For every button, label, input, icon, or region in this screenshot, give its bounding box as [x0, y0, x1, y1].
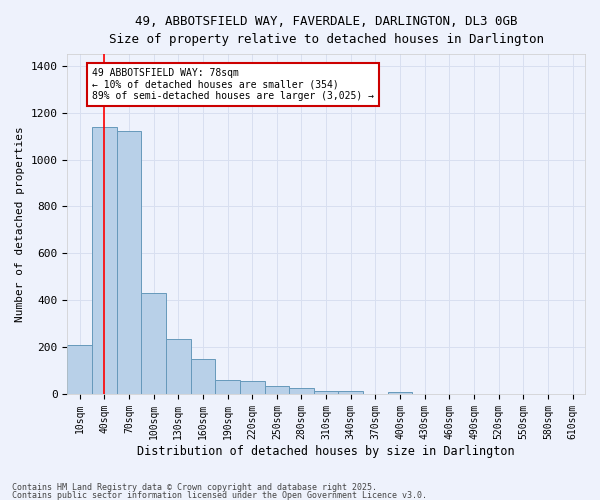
Bar [289, 388, 314, 394]
Bar [240, 381, 265, 394]
Bar [191, 359, 215, 394]
Bar [314, 391, 338, 394]
Bar [338, 391, 363, 394]
Title: 49, ABBOTSFIELD WAY, FAVERDALE, DARLINGTON, DL3 0GB
Size of property relative to: 49, ABBOTSFIELD WAY, FAVERDALE, DARLINGT… [109, 15, 544, 46]
Bar [166, 339, 191, 394]
X-axis label: Distribution of detached houses by size in Darlington: Distribution of detached houses by size … [137, 444, 515, 458]
Text: Contains public sector information licensed under the Open Government Licence v3: Contains public sector information licen… [12, 490, 427, 500]
Y-axis label: Number of detached properties: Number of detached properties [15, 126, 25, 322]
Bar [141, 293, 166, 394]
Bar [265, 386, 289, 394]
Text: 49 ABBOTSFIELD WAY: 78sqm
← 10% of detached houses are smaller (354)
89% of semi: 49 ABBOTSFIELD WAY: 78sqm ← 10% of detac… [92, 68, 374, 102]
Bar [215, 380, 240, 394]
Bar [67, 345, 92, 394]
Bar [92, 127, 116, 394]
Text: Contains HM Land Registry data © Crown copyright and database right 2025.: Contains HM Land Registry data © Crown c… [12, 484, 377, 492]
Bar [388, 392, 412, 394]
Bar [116, 132, 141, 394]
